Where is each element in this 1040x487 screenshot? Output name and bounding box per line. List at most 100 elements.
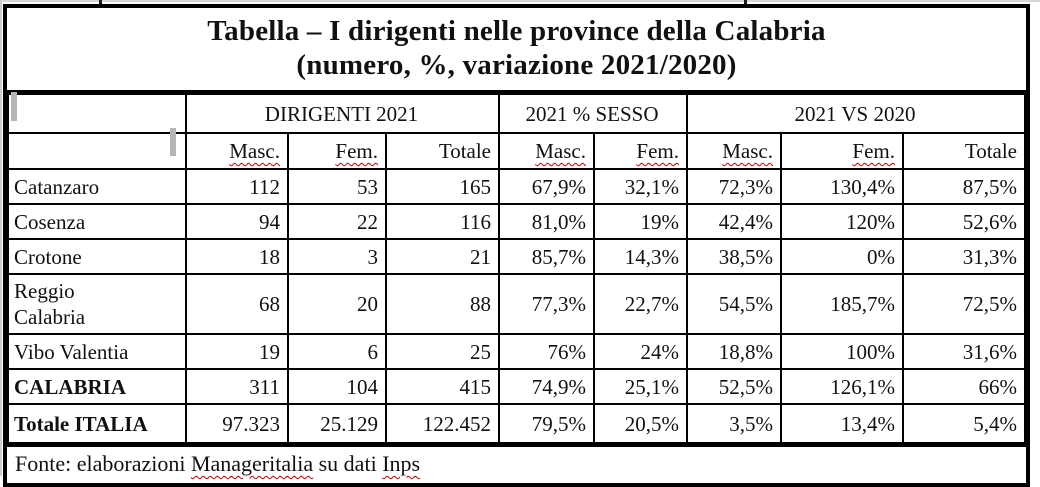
cell-value: 100% bbox=[780, 333, 904, 370]
row-label: Totale ITALIA bbox=[7, 403, 187, 444]
cell-value: 20,5% bbox=[593, 403, 688, 444]
group-header-empty bbox=[7, 93, 187, 134]
table-row-crotone: Crotone 18 3 21 85,7% 14,3% 38,5% 0% 31,… bbox=[7, 238, 1026, 275]
row-label: Cosenza bbox=[7, 203, 187, 240]
row-label: Vibo Valentia bbox=[7, 333, 187, 370]
cell-value: 52,6% bbox=[902, 203, 1026, 240]
group-header-2021-vs-2020: 2021 VS 2020 bbox=[686, 93, 1026, 134]
cell-value: 74,9% bbox=[498, 368, 595, 405]
table-row-calabria-total: CALABRIA 311 104 415 74,9% 25,1% 52,5% 1… bbox=[7, 368, 1026, 405]
table-row-reggio-calabria: Reggio Calabria 68 20 88 77,3% 22,7% 54,… bbox=[7, 273, 1026, 335]
cell-value: 22,7% bbox=[593, 273, 688, 335]
cropped-content-tick bbox=[99, 0, 102, 6]
editor-artifact-bar bbox=[11, 92, 17, 121]
cell-value: 13,4% bbox=[780, 403, 904, 444]
table-title-line1: Tabella – I dirigenti nelle province del… bbox=[207, 15, 826, 47]
table-title-line2: (numero, %, variazione 2021/2020) bbox=[296, 49, 737, 81]
cell-value: 53 bbox=[287, 168, 387, 205]
cell-value: 3,5% bbox=[686, 403, 782, 444]
cell-value: 165 bbox=[385, 168, 500, 205]
cropped-content-tick bbox=[744, 0, 747, 6]
cell-value: 126,1% bbox=[780, 368, 904, 405]
cell-value: 0% bbox=[780, 238, 904, 275]
cell-value: 5,4% bbox=[902, 403, 1026, 444]
cell-value: 31,3% bbox=[902, 238, 1026, 275]
sub-header-fem-vs: Fem. bbox=[780, 132, 904, 170]
sub-header-empty bbox=[7, 132, 187, 170]
sub-header-row: Masc. Fem. Totale Masc. Fem. Masc. Fem. … bbox=[7, 132, 1026, 170]
cell-value: 25 bbox=[385, 333, 500, 370]
sub-header-fem-2021: Fem. bbox=[287, 132, 387, 170]
cell-value: 42,4% bbox=[686, 203, 782, 240]
cell-value: 76% bbox=[498, 333, 595, 370]
cell-value: 87,5% bbox=[902, 168, 1026, 205]
cell-value: 3 bbox=[287, 238, 387, 275]
group-header-dirigenti-2021: DIRIGENTI 2021 bbox=[185, 93, 500, 134]
dirigenti-calabria-table: DIRIGENTI 2021 2021 % SESSO 2021 VS 2020… bbox=[7, 93, 1026, 444]
table-title: Tabella – I dirigenti nelle province del… bbox=[7, 8, 1026, 93]
cell-value: 6 bbox=[287, 333, 387, 370]
cell-value: 88 bbox=[385, 273, 500, 335]
cell-value: 19 bbox=[185, 333, 289, 370]
sub-header-masc-sesso: Masc. bbox=[498, 132, 595, 170]
source-text: Fonte: elaborazioni bbox=[15, 451, 191, 476]
source-text-inps: Inps bbox=[382, 451, 421, 476]
page-left-edge-line bbox=[0, 0, 2, 476]
cell-value: 32,1% bbox=[593, 168, 688, 205]
cell-value: 122.452 bbox=[385, 403, 500, 444]
cell-value: 20 bbox=[287, 273, 387, 335]
group-header-2021-sesso: 2021 % SESSO bbox=[498, 93, 688, 134]
sub-header-totale-vs: Totale bbox=[902, 132, 1026, 170]
source-text: su dati bbox=[313, 451, 383, 476]
cell-value: 38,5% bbox=[686, 238, 782, 275]
row-label: Crotone bbox=[7, 238, 187, 275]
cell-value: 68 bbox=[185, 273, 289, 335]
cell-value: 54,5% bbox=[686, 273, 782, 335]
cell-value: 116 bbox=[385, 203, 500, 240]
table-row-catanzaro: Catanzaro 112 53 165 67,9% 32,1% 72,3% 1… bbox=[7, 168, 1026, 205]
cell-value: 79,5% bbox=[498, 403, 595, 444]
row-label: CALABRIA bbox=[7, 368, 187, 405]
cell-value: 25,1% bbox=[593, 368, 688, 405]
cell-value: 66% bbox=[902, 368, 1026, 405]
cell-value: 311 bbox=[185, 368, 289, 405]
row-label: Reggio Calabria bbox=[7, 273, 187, 335]
cell-value: 415 bbox=[385, 368, 500, 405]
cell-value: 72,5% bbox=[902, 273, 1026, 335]
table-row-cosenza: Cosenza 94 22 116 81,0% 19% 42,4% 120% 5… bbox=[7, 203, 1026, 240]
cell-value: 185,7% bbox=[780, 273, 904, 335]
table-source-note: Fonte: elaborazioni Manageritalia su dat… bbox=[7, 444, 1026, 483]
cell-value: 31,6% bbox=[902, 333, 1026, 370]
sub-header-masc-2021: Masc. bbox=[185, 132, 289, 170]
cell-value: 85,7% bbox=[498, 238, 595, 275]
table-frame: Tabella – I dirigenti nelle province del… bbox=[3, 4, 1030, 487]
cell-value: 104 bbox=[287, 368, 387, 405]
row-label: Catanzaro bbox=[7, 168, 187, 205]
cell-value: 18,8% bbox=[686, 333, 782, 370]
cell-value: 19% bbox=[593, 203, 688, 240]
cell-value: 52,5% bbox=[686, 368, 782, 405]
table-row-totale-italia: Totale ITALIA 97.323 25.129 122.452 79,5… bbox=[7, 403, 1026, 444]
sub-header-masc-vs: Masc. bbox=[686, 132, 782, 170]
source-text-manageritalia: Manageritalia bbox=[190, 451, 314, 476]
group-header-row: DIRIGENTI 2021 2021 % SESSO 2021 VS 2020 bbox=[7, 93, 1026, 134]
cell-value: 22 bbox=[287, 203, 387, 240]
cell-value: 120% bbox=[780, 203, 904, 240]
row-label-text: Reggio Calabria bbox=[14, 279, 86, 329]
cell-value: 72,3% bbox=[686, 168, 782, 205]
page-top-edge-line bbox=[0, 0, 1040, 2]
cell-value: 18 bbox=[185, 238, 289, 275]
cell-value: 77,3% bbox=[498, 273, 595, 335]
sub-header-totale-2021: Totale bbox=[385, 132, 500, 170]
cell-value: 130,4% bbox=[780, 168, 904, 205]
cell-value: 112 bbox=[185, 168, 289, 205]
cell-value: 81,0% bbox=[498, 203, 595, 240]
cell-value: 21 bbox=[385, 238, 500, 275]
cell-value: 25.129 bbox=[287, 403, 387, 444]
cell-value: 97.323 bbox=[185, 403, 289, 444]
cell-value: 67,9% bbox=[498, 168, 595, 205]
editor-artifact-bar bbox=[170, 128, 176, 156]
table-row-vibo-valentia: Vibo Valentia 19 6 25 76% 24% 18,8% 100%… bbox=[7, 333, 1026, 370]
sub-header-fem-sesso: Fem. bbox=[593, 132, 688, 170]
cell-value: 24% bbox=[593, 333, 688, 370]
